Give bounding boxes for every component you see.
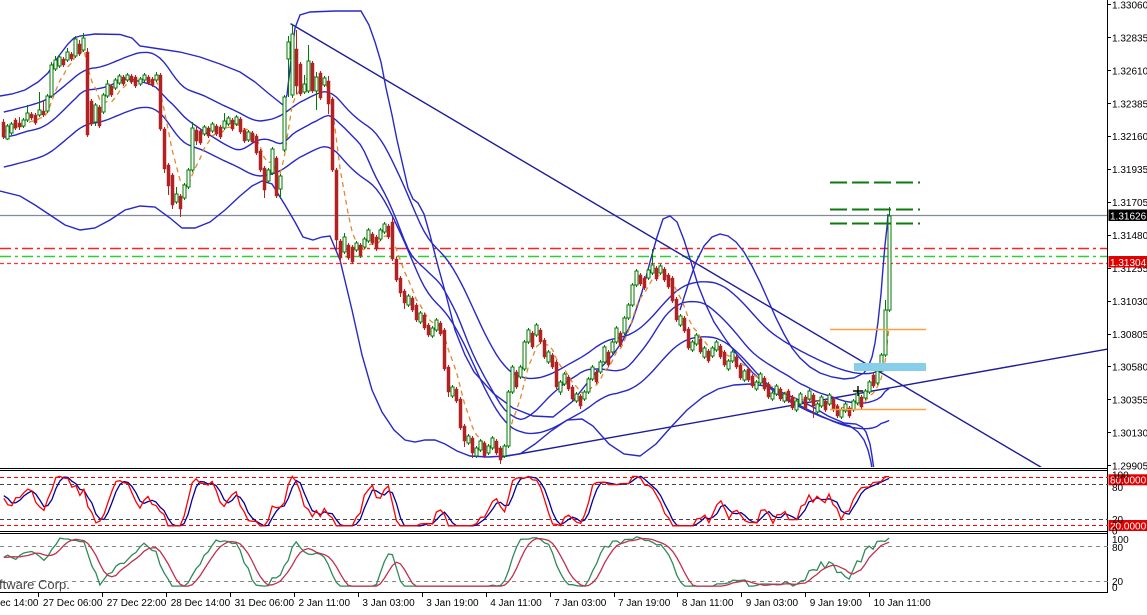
svg-text:1.31705: 1.31705 [1112, 198, 1147, 209]
svg-text:1.33060: 1.33060 [1112, 1, 1147, 12]
svg-text:3 Jan 19:00: 3 Jan 19:00 [426, 598, 479, 609]
svg-text:1.30805: 1.30805 [1112, 330, 1147, 341]
svg-text:20: 20 [1112, 515, 1124, 526]
svg-text:1.30580: 1.30580 [1112, 363, 1147, 374]
svg-text:31 Dec 06:00: 31 Dec 06:00 [235, 598, 295, 609]
svg-text:80: 80 [1112, 483, 1124, 494]
svg-text:10 Jan 11:00: 10 Jan 11:00 [874, 598, 932, 609]
svg-text:80: 80 [1112, 543, 1124, 554]
svg-text:1.31304: 1.31304 [1110, 258, 1147, 269]
svg-text:9 Jan 03:00: 9 Jan 03:00 [746, 598, 799, 609]
svg-text:2 Jan 11:00: 2 Jan 11:00 [299, 598, 351, 609]
svg-text:1.30130: 1.30130 [1112, 429, 1147, 440]
svg-text:1.31480: 1.31480 [1112, 231, 1147, 242]
svg-text:3 Jan 03:00: 3 Jan 03:00 [362, 598, 415, 609]
svg-text:8 Jan 11:00: 8 Jan 11:00 [682, 598, 734, 609]
svg-text:28 Dec 14:00: 28 Dec 14:00 [171, 598, 231, 609]
svg-text:26 Dec 14:00: 26 Dec 14:00 [0, 598, 39, 609]
svg-text:9 Jan 19:00: 9 Jan 19:00 [810, 598, 863, 609]
svg-text:1.32835: 1.32835 [1112, 33, 1147, 44]
svg-text:27 Dec 06:00: 27 Dec 06:00 [43, 598, 103, 609]
svg-text:27 Dec 22:00: 27 Dec 22:00 [107, 598, 167, 609]
svg-text:7 Jan 19:00: 7 Jan 19:00 [618, 598, 671, 609]
svg-text:1.31935: 1.31935 [1112, 165, 1147, 176]
svg-text:1.32160: 1.32160 [1112, 132, 1147, 143]
svg-text:0: 0 [1112, 583, 1118, 594]
svg-text:7 Jan 03:00: 7 Jan 03:00 [554, 598, 607, 609]
svg-text:1.32385: 1.32385 [1112, 99, 1147, 110]
svg-text:100: 100 [1112, 471, 1129, 482]
svg-text:1.31626: 1.31626 [1110, 212, 1147, 223]
svg-text:1.31030: 1.31030 [1112, 297, 1147, 308]
svg-text:ftware Corp.: ftware Corp. [0, 577, 70, 592]
svg-text:1.32610: 1.32610 [1112, 66, 1147, 77]
svg-text:4 Jan 11:00: 4 Jan 11:00 [490, 598, 542, 609]
svg-text:1.30355: 1.30355 [1112, 396, 1147, 407]
